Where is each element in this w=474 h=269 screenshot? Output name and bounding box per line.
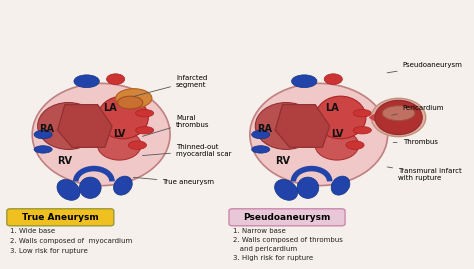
Text: 3. Low risk for rupture: 3. Low risk for rupture [10,248,88,254]
Text: True Aneurysm: True Aneurysm [22,213,99,222]
Text: LV: LV [113,129,126,140]
Ellipse shape [315,96,366,139]
Ellipse shape [98,130,141,160]
Text: and pericardium: and pericardium [233,246,297,252]
Text: Infarcted
segment: Infarcted segment [133,75,207,97]
Text: 2. Walls composed of thrombus: 2. Walls composed of thrombus [233,237,343,243]
Ellipse shape [315,130,359,160]
Ellipse shape [346,141,364,149]
Polygon shape [58,105,112,147]
Polygon shape [275,105,329,147]
Ellipse shape [331,176,350,195]
Ellipse shape [371,98,426,137]
Text: 1. Wide base: 1. Wide base [10,228,55,234]
Ellipse shape [98,96,148,139]
Text: 1. Narrow base: 1. Narrow base [233,228,285,234]
Ellipse shape [292,75,317,88]
Ellipse shape [107,74,125,84]
FancyBboxPatch shape [229,209,345,226]
Ellipse shape [136,126,154,134]
Text: Pericardium: Pericardium [392,105,444,115]
Text: RA: RA [257,124,272,134]
Ellipse shape [34,130,52,139]
Text: Pseudoaneurysm: Pseudoaneurysm [387,62,463,73]
Text: Pseudoaneurysm: Pseudoaneurysm [243,213,331,222]
Text: RV: RV [275,156,290,166]
Text: Thrombus: Thrombus [393,140,438,146]
Ellipse shape [74,75,100,88]
Text: RV: RV [57,156,73,166]
Ellipse shape [79,177,101,199]
Ellipse shape [252,130,270,139]
Ellipse shape [353,109,371,117]
Ellipse shape [274,179,298,200]
Text: Thinned-out
myocardial scar: Thinned-out myocardial scar [143,144,231,157]
Ellipse shape [114,176,132,195]
Text: Mural
thrombus: Mural thrombus [142,115,210,136]
Text: Transmural infarct
with rupture: Transmural infarct with rupture [387,167,462,181]
Ellipse shape [37,102,100,149]
Ellipse shape [250,83,388,186]
Text: 3. High risk for rupture: 3. High risk for rupture [233,255,313,261]
Ellipse shape [353,126,371,134]
Text: LA: LA [103,103,117,113]
Ellipse shape [382,106,415,121]
Ellipse shape [136,109,154,117]
Ellipse shape [57,179,80,200]
Text: LV: LV [331,129,343,140]
Ellipse shape [255,102,317,149]
Text: RA: RA [39,124,54,134]
Ellipse shape [34,146,52,153]
Polygon shape [370,113,384,122]
FancyBboxPatch shape [7,209,114,226]
Text: LA: LA [326,103,339,113]
Ellipse shape [116,89,152,108]
Ellipse shape [252,146,270,153]
Ellipse shape [32,83,170,186]
Ellipse shape [375,100,422,134]
Ellipse shape [128,141,146,149]
Text: True aneurysm: True aneurysm [133,177,214,185]
Ellipse shape [118,96,143,109]
Ellipse shape [297,177,319,199]
Text: 2. Walls composed of  myocardium: 2. Walls composed of myocardium [10,238,133,244]
Ellipse shape [324,74,342,84]
